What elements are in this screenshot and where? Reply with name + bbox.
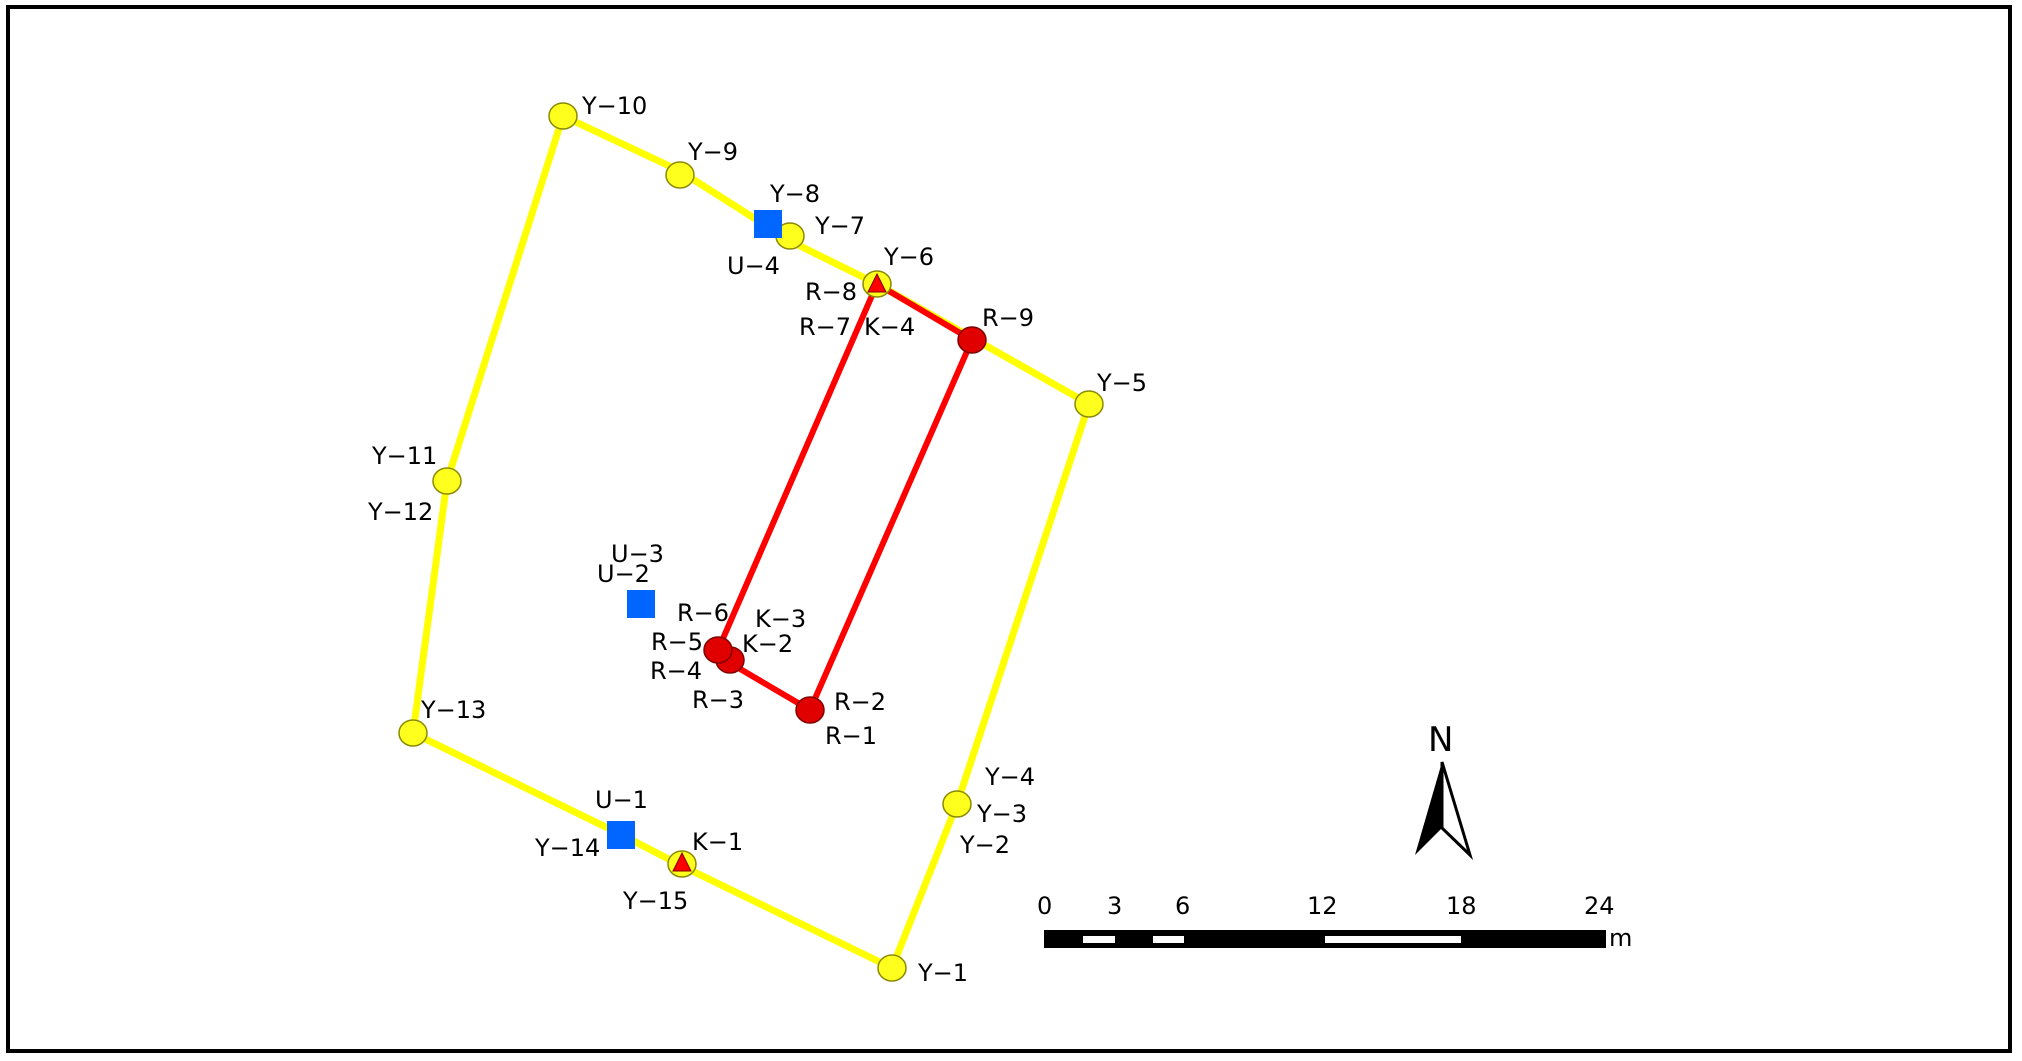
point-r1[interactable] [795, 696, 825, 724]
label-u4: U−4 [727, 252, 780, 280]
marker-u1[interactable] [607, 821, 635, 849]
label-u2: U−2 [597, 560, 650, 588]
label-r3: R−3 [692, 686, 744, 714]
north-arrow-light-half [1440, 761, 1474, 861]
label-y14: Y−14 [534, 834, 600, 862]
label-y2: Y−2 [959, 831, 1010, 859]
label-k1: K−1 [692, 828, 743, 856]
label-y3: Y−3 [976, 800, 1027, 828]
label-u3: U−3 [611, 540, 664, 568]
north-arrow-dark-half [1415, 762, 1442, 855]
marker-u4[interactable] [754, 210, 782, 238]
label-k3: K−3 [755, 605, 806, 633]
label-k4: K−4 [864, 313, 915, 341]
point-y13[interactable] [398, 719, 428, 747]
point-y1[interactable] [877, 954, 907, 982]
label-y1: Y−1 [917, 959, 968, 987]
north-arrow: N [1415, 720, 1474, 861]
label-r7: R−7 [799, 313, 851, 341]
label-r2: R−2 [834, 688, 886, 716]
scale-tick-6: 6 [1175, 892, 1190, 920]
label-r9: R−9 [982, 304, 1034, 332]
yellow-points [398, 102, 1104, 982]
label-r4: R−4 [650, 657, 702, 685]
label-y9: Y−9 [687, 138, 738, 166]
scale-bar-segment-1 [1083, 936, 1115, 943]
label-y5: Y−5 [1096, 369, 1147, 397]
label-y6: Y−6 [883, 243, 934, 271]
label-y11: Y−11 [371, 442, 437, 470]
scale-bar-segment-3 [1325, 936, 1461, 943]
north-arrow-label: N [1428, 720, 1453, 760]
label-y13: Y−13 [420, 696, 486, 724]
label-y8: Y−8 [769, 180, 820, 208]
scale-unit: m [1609, 924, 1632, 952]
point-y11[interactable] [432, 467, 462, 495]
point-y4[interactable] [942, 790, 972, 818]
point-y9[interactable] [665, 161, 695, 189]
blue-markers [607, 210, 782, 849]
label-y4: Y−4 [984, 763, 1035, 791]
scale-tick-12: 12 [1307, 892, 1338, 920]
scale-tick-18: 18 [1446, 892, 1477, 920]
label-k2: K−2 [742, 630, 793, 658]
map-frame [6, 5, 2012, 1053]
label-y12: Y−12 [367, 498, 433, 526]
label-y15: Y−15 [622, 887, 688, 915]
point-y10[interactable] [548, 102, 578, 130]
label-u1: U−1 [595, 786, 648, 814]
label-r1: R−1 [825, 722, 877, 750]
label-r6: R−6 [677, 599, 729, 627]
scale-tick-0: 0 [1037, 892, 1052, 920]
triangle-k1[interactable] [672, 851, 692, 872]
point-r5[interactable] [703, 636, 733, 664]
triangle-k4[interactable] [867, 272, 887, 293]
label-y10: Y−10 [581, 92, 647, 120]
scale-bar-segment-2 [1153, 936, 1184, 943]
label-r8: R−8 [805, 278, 857, 306]
label-r5: R−5 [651, 628, 703, 656]
scale-tick-24: 24 [1584, 892, 1615, 920]
marker-u2[interactable] [627, 590, 655, 618]
label-y7: Y−7 [814, 212, 865, 240]
red-survey-line [715, 281, 975, 713]
point-r9[interactable] [957, 326, 987, 354]
scale-bar: 0 3 6 12 18 24 m [1037, 892, 1632, 952]
point-labels: Y−10 Y−9 Y−8 Y−7 U−4 Y−6 R−8 R−7 K−4 R−9… [367, 92, 1147, 987]
scale-tick-3: 3 [1107, 892, 1122, 920]
red-points [703, 326, 987, 724]
point-y5[interactable] [1074, 390, 1104, 418]
